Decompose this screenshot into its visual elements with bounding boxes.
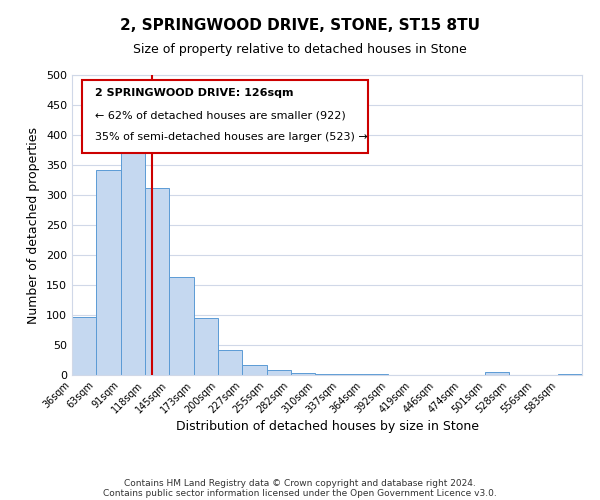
Bar — [242, 365, 266, 375]
Text: ← 62% of detached houses are smaller (922): ← 62% of detached houses are smaller (92… — [95, 110, 346, 120]
Bar — [96, 170, 121, 375]
Bar — [290, 372, 316, 375]
Text: Contains HM Land Registry data © Crown copyright and database right 2024.: Contains HM Land Registry data © Crown c… — [124, 478, 476, 488]
Bar — [316, 374, 340, 375]
Bar — [72, 317, 96, 375]
Text: Size of property relative to detached houses in Stone: Size of property relative to detached ho… — [133, 42, 467, 56]
Bar — [145, 188, 169, 375]
Bar — [558, 374, 582, 375]
X-axis label: Distribution of detached houses by size in Stone: Distribution of detached houses by size … — [176, 420, 479, 434]
Text: 2, SPRINGWOOD DRIVE, STONE, ST15 8TU: 2, SPRINGWOOD DRIVE, STONE, ST15 8TU — [120, 18, 480, 32]
Bar — [485, 372, 509, 375]
Bar — [169, 277, 194, 375]
Bar — [194, 318, 218, 375]
Bar — [121, 128, 145, 375]
Text: 35% of semi-detached houses are larger (523) →: 35% of semi-detached houses are larger (… — [95, 132, 368, 141]
Text: Contains public sector information licensed under the Open Government Licence v3: Contains public sector information licen… — [103, 488, 497, 498]
FancyBboxPatch shape — [82, 80, 368, 153]
Text: 2 SPRINGWOOD DRIVE: 126sqm: 2 SPRINGWOOD DRIVE: 126sqm — [95, 88, 293, 99]
Bar — [266, 370, 290, 375]
Bar — [340, 374, 364, 375]
Bar — [218, 350, 242, 375]
Bar — [364, 374, 388, 375]
Y-axis label: Number of detached properties: Number of detached properties — [28, 126, 40, 324]
